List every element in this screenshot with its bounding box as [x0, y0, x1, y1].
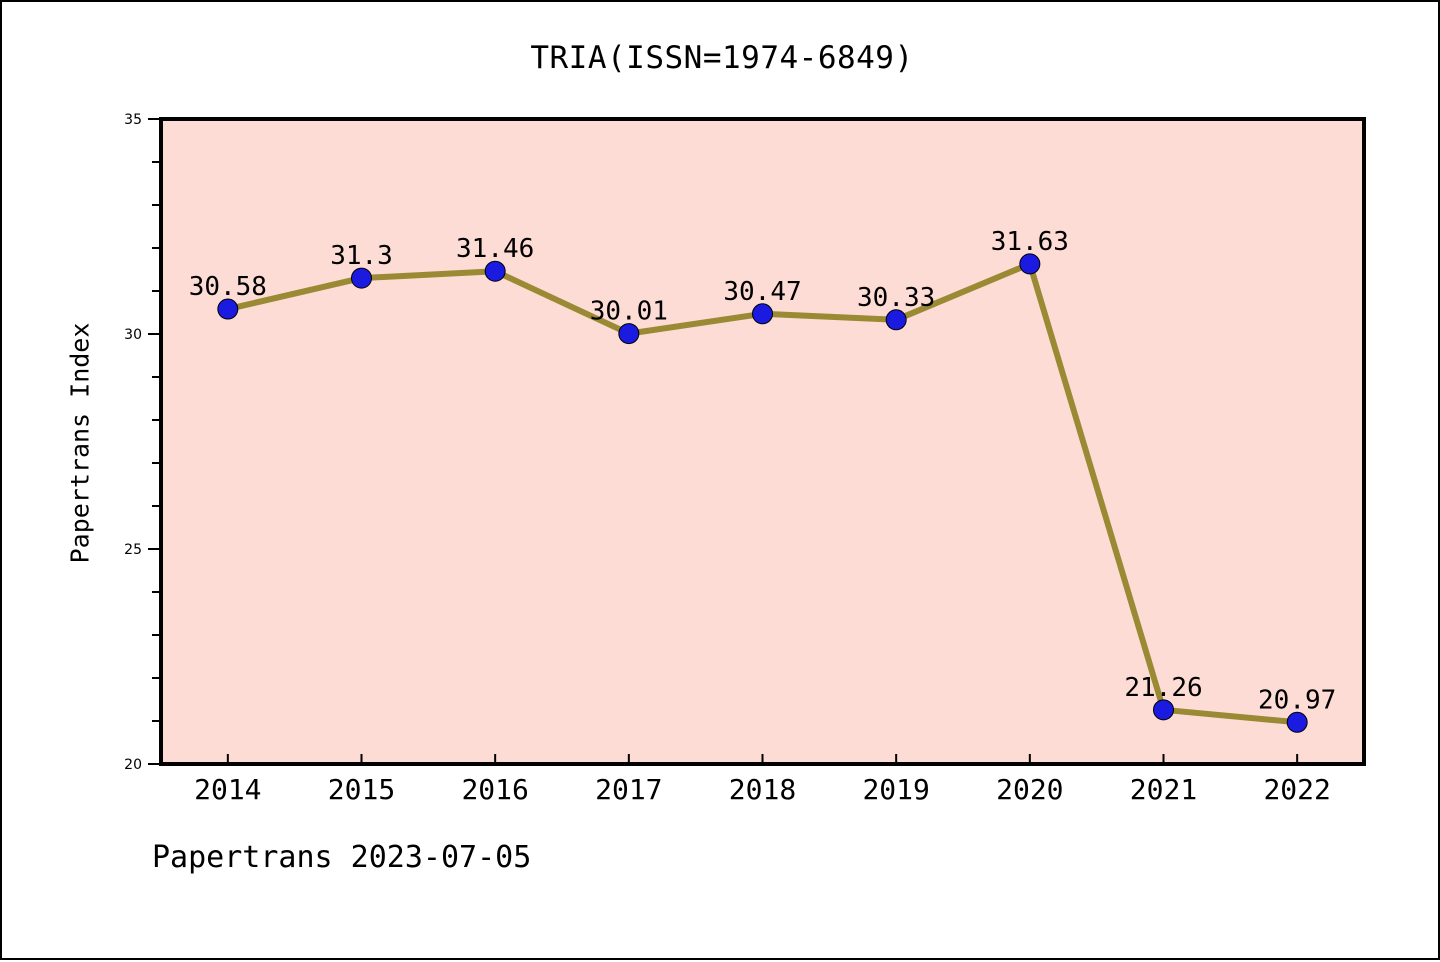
y-axis-label: Papertrans Index: [65, 322, 95, 564]
data-point-label: 30.58: [189, 272, 267, 302]
y-tick-label: 20: [124, 757, 142, 773]
data-point: [1019, 253, 1041, 275]
watermark-text: Papertrans 2023-07-05: [152, 840, 532, 875]
y-tick-label: 25: [124, 542, 142, 558]
data-point-label: 31.3: [330, 241, 393, 271]
data-point-label: 30.33: [857, 283, 935, 313]
x-tick-label: 2021: [1130, 773, 1197, 806]
data-point-label: 31.46: [456, 234, 534, 264]
x-tick-label: 2016: [461, 773, 528, 806]
x-tick-label: 2017: [595, 773, 662, 806]
x-tick-label: 2018: [729, 773, 796, 806]
x-tick-label: 2022: [1263, 773, 1330, 806]
data-point-label: 30.47: [723, 277, 801, 307]
data-point-label: 20.97: [1258, 685, 1336, 715]
data-point-label: 21.26: [1124, 673, 1202, 703]
data-point: [752, 303, 773, 325]
x-tick-label: 2020: [996, 773, 1063, 806]
x-tick-label: 2015: [328, 773, 395, 806]
data-point: [484, 260, 506, 282]
y-tick-label: 35: [124, 112, 142, 128]
chart-title: TRIA(ISSN=1974-6849): [530, 40, 914, 76]
data-point-label: 30.01: [590, 297, 668, 327]
data-point: [618, 323, 640, 345]
data-point-label: 31.63: [991, 227, 1069, 257]
plot-area: [159, 117, 1366, 766]
data-point: [1153, 699, 1174, 721]
data-point: [217, 298, 239, 320]
data-point: [885, 309, 907, 331]
data-point: [1286, 711, 1308, 733]
data-point: [351, 267, 372, 289]
x-tick-label: 2019: [862, 773, 929, 806]
x-tick-label: 2014: [194, 773, 261, 806]
y-tick-label: 30: [124, 327, 142, 343]
